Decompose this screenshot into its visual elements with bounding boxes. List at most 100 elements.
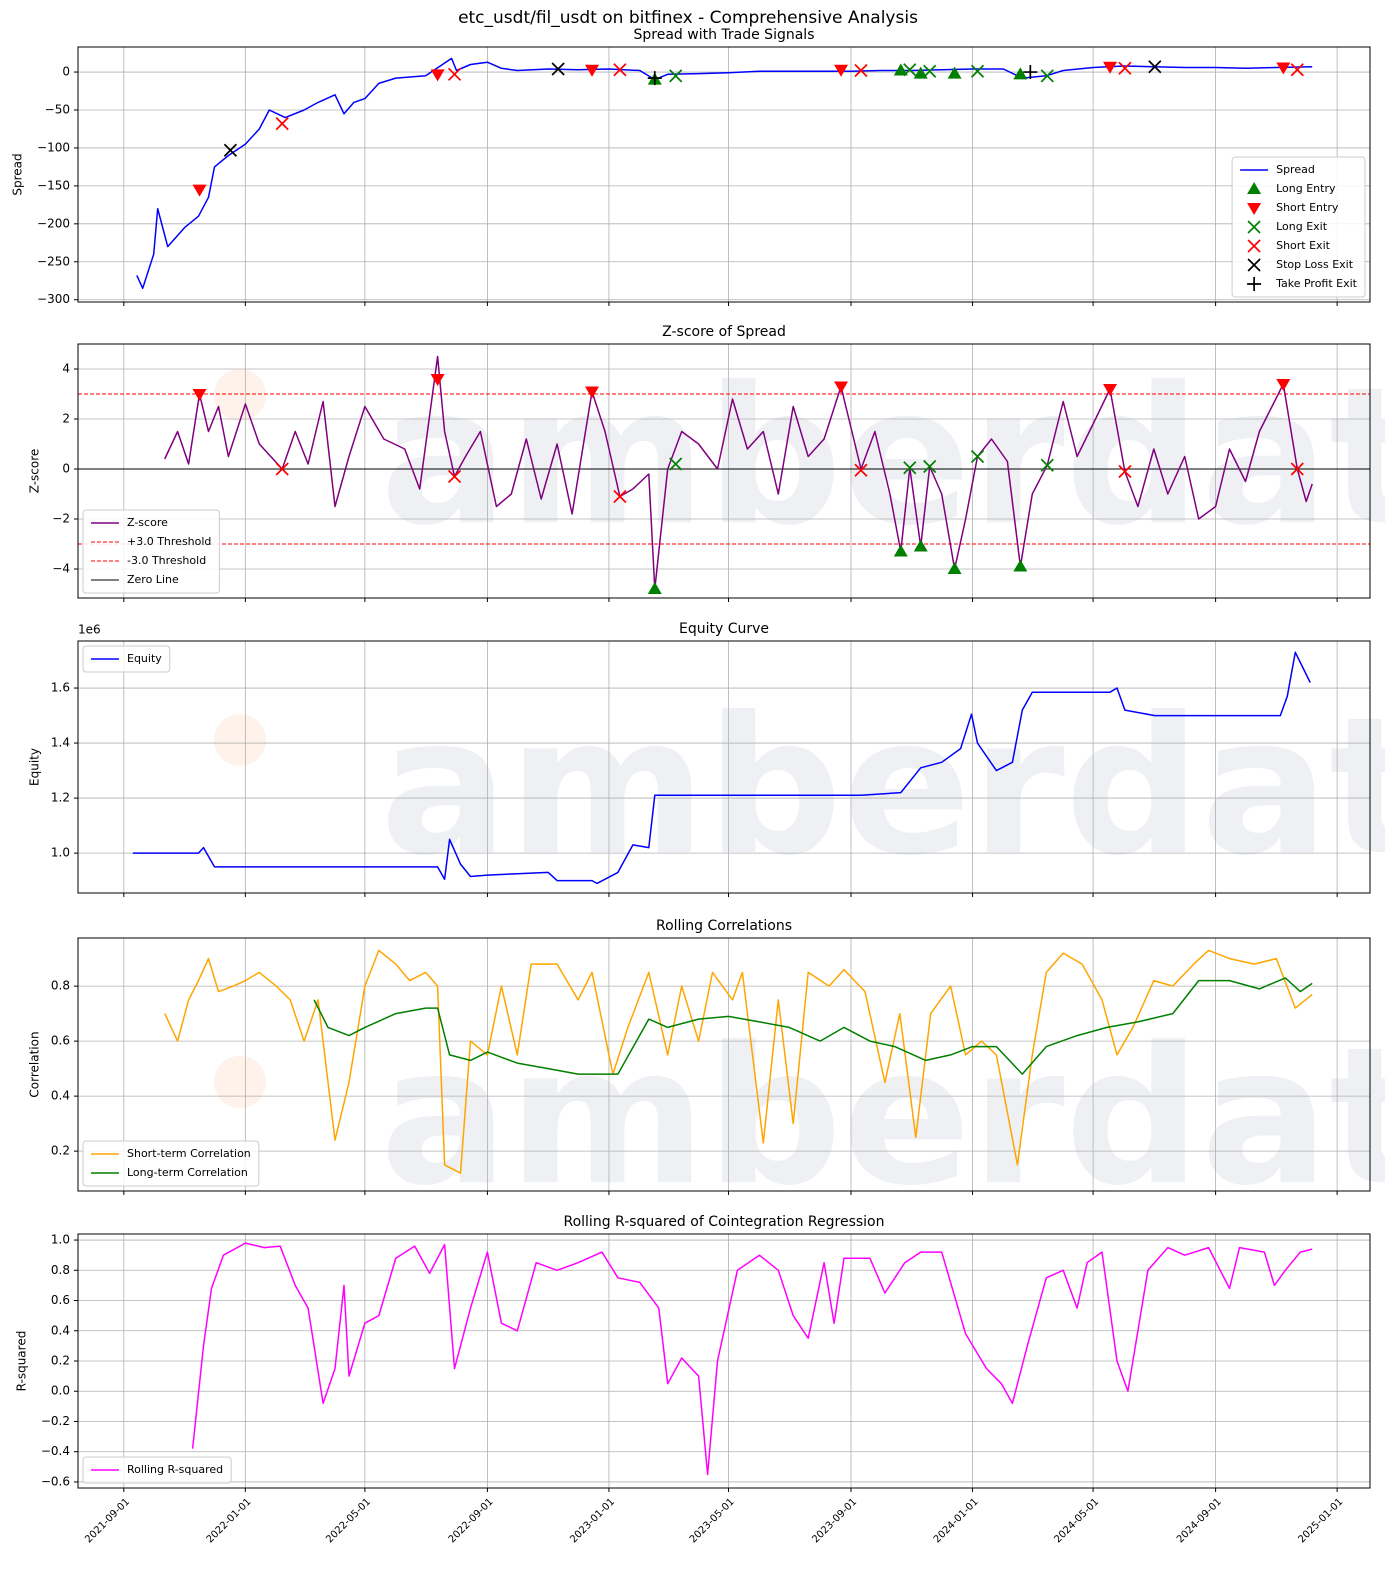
signal-marker: [893, 544, 908, 557]
signal-marker: [1013, 67, 1028, 80]
legend-swatch: [1247, 239, 1261, 253]
axes-frame: [77, 343, 1371, 599]
legend: Spread Long Entry Short Entry Long Exit Shor…: [1231, 156, 1366, 298]
legend-label: Short Exit: [1276, 239, 1331, 252]
signal-marker: [1040, 458, 1054, 472]
signal-marker: [893, 63, 908, 76]
legend-label: Rolling R-squared: [127, 1463, 223, 1476]
y-tick-label: 0: [62, 462, 70, 476]
legend-label: Equity: [127, 652, 162, 665]
axes-frame: [77, 937, 1371, 1192]
signal-marker: [669, 457, 683, 471]
legend: Z-score +3.0 Threshold -3.0 Threshold Zero …: [82, 509, 220, 594]
series-line: [164, 355, 1313, 590]
signal-marker: [1040, 69, 1054, 83]
y-axis-label: Correlation: [28, 1031, 42, 1097]
y-tick-label: −300: [37, 292, 70, 306]
signal-marker: [903, 63, 917, 77]
legend-box: [1231, 156, 1366, 298]
legend: Rolling R-squared: [82, 1456, 232, 1484]
axes-frame: [77, 640, 1371, 894]
x-tick-label: 2022-01-01: [205, 1496, 254, 1545]
legend-swatch: [1247, 203, 1262, 215]
y-tick-label: 0.8: [51, 979, 70, 993]
signal-marker: [1118, 61, 1132, 75]
legend-label: Z-score: [127, 516, 168, 529]
legend-label: Spread: [1276, 163, 1315, 176]
signal-marker: [923, 64, 937, 78]
signal-marker: [1276, 379, 1291, 391]
legend: Short-term Correlation Long-term Correlat…: [82, 1140, 260, 1187]
signal-marker: [551, 62, 565, 76]
signal-marker: [275, 117, 289, 131]
signal-marker: [854, 63, 868, 78]
y-tick-label: −150: [37, 178, 70, 192]
watermark-logo: [214, 369, 266, 1108]
x-tick-label: 2023-01-01: [568, 1496, 617, 1545]
y-axis-label: Equity: [28, 748, 42, 786]
legend-box: [82, 1456, 232, 1484]
legend-label: Short-term Correlation: [127, 1147, 251, 1160]
signal-marker: [647, 71, 662, 86]
legend-label: Long-term Correlation: [127, 1166, 248, 1179]
legend-swatch: [1247, 220, 1261, 234]
signal-marker: [1103, 384, 1118, 396]
x-tick-label: 2024-05-01: [1052, 1496, 1101, 1545]
y-tick-label: −50: [45, 102, 70, 116]
signal-marker: [275, 462, 289, 476]
signal-marker: [192, 389, 207, 401]
y-tick-label: 1.2: [51, 791, 70, 805]
series-line: [313, 977, 1313, 1075]
y-tick-label: 0.8: [51, 1263, 70, 1277]
series-line: [136, 57, 1313, 290]
x-tick-label: 2024-09-01: [1175, 1496, 1224, 1545]
y-axis-label: Z-score: [28, 449, 42, 494]
y-tick-label: 0.4: [51, 1323, 70, 1337]
signal-marker: [834, 64, 849, 77]
y-axis-label: Spread: [11, 153, 25, 195]
y-tick-label: 1.0: [51, 1233, 70, 1247]
x-tick-label: 2023-09-01: [810, 1496, 859, 1545]
x-tick-label: 2023-05-01: [688, 1496, 737, 1545]
signal-marker: [923, 459, 937, 474]
legend-box: [82, 645, 171, 673]
legend-label: -3.0 Threshold: [127, 554, 206, 567]
y-tick-label: 1.6: [51, 681, 70, 695]
signal-marker: [854, 463, 868, 477]
x-tick-label: 2021-09-01: [83, 1496, 132, 1545]
legend: Equity: [82, 645, 171, 673]
y-tick-label: −0.6: [41, 1474, 70, 1488]
signal-marker: [223, 143, 238, 157]
signal-marker: [970, 449, 985, 464]
legend-swatch: [1247, 182, 1262, 194]
signal-marker: [1023, 65, 1038, 80]
x-tick-label: 2022-09-01: [447, 1496, 496, 1545]
signal-marker: [947, 562, 962, 574]
signal-marker: [1118, 464, 1132, 479]
legend-swatch: [1247, 258, 1261, 272]
signal-marker: [1290, 462, 1304, 476]
plot-area: [78, 47, 1370, 302]
y-tick-label: 4: [62, 362, 70, 376]
signal-marker: [430, 374, 445, 386]
figure-title: etc_usdt/fil_usdt on bitfinex - Comprehe…: [458, 8, 918, 28]
legend-box: [82, 509, 220, 594]
legend-label: Short Entry: [1276, 201, 1339, 214]
y-tick-label: −200: [37, 216, 70, 230]
y-tick-label: 1.4: [51, 736, 70, 750]
x-tick-label: 2022-05-01: [324, 1496, 373, 1545]
signal-marker: [613, 489, 627, 504]
series-line: [191, 1242, 1313, 1476]
y-tick-label: 0: [62, 65, 70, 79]
legend-label: Stop Loss Exit: [1276, 258, 1354, 271]
signal-marker: [947, 66, 962, 79]
signal-marker: [1103, 61, 1118, 74]
y-tick-label: 2: [62, 412, 70, 426]
legend-swatch: [1247, 277, 1262, 291]
x-tick-label: 2024-01-01: [932, 1496, 981, 1545]
y-tick-label: 0.4: [51, 1089, 70, 1103]
y-tick-label: −250: [37, 254, 70, 268]
